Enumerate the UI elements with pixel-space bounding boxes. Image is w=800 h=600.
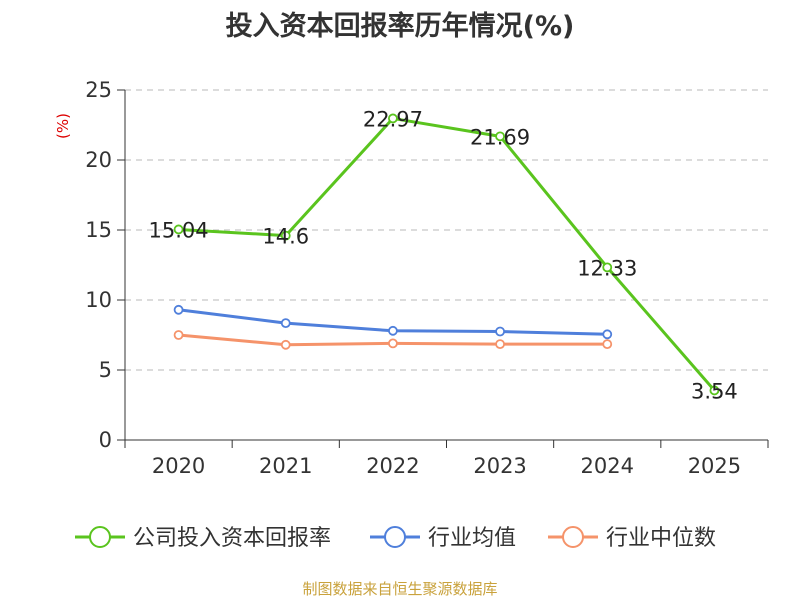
- data-label: 21.69: [470, 125, 530, 149]
- x-tick-label: 2020: [152, 454, 205, 478]
- data-label: 3.54: [691, 379, 738, 403]
- data-point: [602, 262, 613, 273]
- y-tick-label: 0: [99, 428, 112, 452]
- y-tick-label: 20: [85, 148, 112, 172]
- data-label: 14.6: [262, 225, 309, 249]
- data-point: [280, 230, 291, 241]
- data-point: [495, 339, 505, 350]
- legend-marker: [89, 526, 111, 548]
- data-label: 22.97: [363, 107, 423, 131]
- y-tick-label: 10: [85, 288, 112, 312]
- x-tick-label: 2025: [688, 454, 741, 478]
- legend-label: 行业均值: [428, 526, 516, 551]
- data-source-note: 制图数据来自恒生聚源数据库: [302, 580, 498, 598]
- data-point: [495, 131, 505, 142]
- series-layer: [173, 113, 720, 396]
- data-point: [709, 385, 720, 396]
- y-tick-label: 15: [85, 218, 112, 242]
- data-labels: 15.04 14.6 22.97 21.69 12.33 3.54: [149, 107, 738, 403]
- data-point: [173, 224, 184, 235]
- x-tick-label: 2021: [259, 454, 312, 478]
- data-point: [388, 113, 398, 124]
- series-line-0: [178, 116, 716, 392]
- y-tick-label: 25: [85, 78, 112, 102]
- data-point: [388, 338, 398, 349]
- data-label: 12.33: [577, 256, 637, 280]
- data-point: [280, 339, 291, 350]
- data-point: [495, 326, 505, 337]
- y-tick-label: 5: [99, 358, 112, 382]
- data-label: 15.04: [149, 218, 209, 242]
- data-point: [602, 339, 613, 350]
- y-axis-unit-label: (%): [54, 113, 72, 139]
- x-tick-label: 2024: [581, 454, 634, 478]
- chart-title: 投入资本回报率历年情况(%): [225, 11, 575, 42]
- legend-label: 行业中位数: [606, 526, 716, 551]
- data-point: [173, 330, 184, 340]
- legend: 公司投入资本回报率 行业均值 行业中位数: [75, 526, 716, 551]
- x-tick-label: 2023: [473, 454, 526, 478]
- x-tick-label: 2022: [366, 454, 419, 478]
- grid-lines: [125, 89, 768, 371]
- data-point: [173, 304, 184, 315]
- legend-marker: [562, 526, 584, 548]
- legend-marker: [384, 526, 406, 548]
- data-point: [280, 318, 291, 329]
- data-point: [602, 329, 613, 340]
- legend-label: 公司投入资本回报率: [133, 526, 331, 551]
- data-point: [388, 325, 398, 336]
